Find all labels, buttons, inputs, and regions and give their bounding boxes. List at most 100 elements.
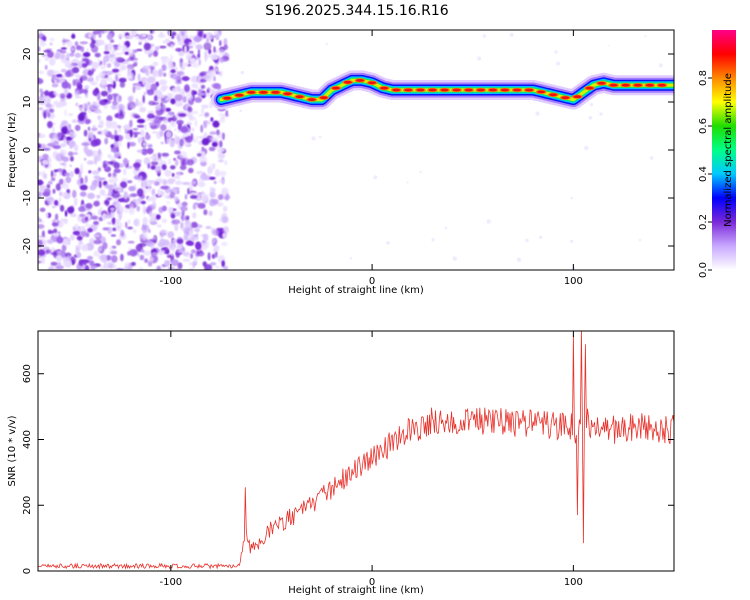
noise-blob — [107, 94, 113, 101]
noise-blob — [84, 118, 91, 125]
noise-blob — [42, 148, 51, 151]
noise-blob — [39, 207, 46, 212]
noise-blob — [174, 94, 183, 101]
noise-blob — [181, 73, 185, 77]
noise-blob — [128, 206, 135, 215]
noise-blob — [318, 135, 322, 139]
noise-blob — [38, 260, 42, 264]
noise-blob — [128, 48, 134, 57]
noise-blob — [71, 259, 75, 266]
noise-blob — [199, 78, 207, 83]
noise-blob — [93, 221, 99, 225]
noise-blob — [74, 52, 82, 58]
noise-blob — [113, 223, 120, 228]
noise-blob — [431, 238, 435, 242]
noise-blob — [167, 231, 175, 239]
noise-blob — [42, 153, 49, 159]
noise-blob — [218, 217, 223, 222]
noise-blob — [209, 191, 216, 199]
noise-blob — [158, 250, 163, 256]
noise-blob — [101, 30, 105, 35]
noise-blob — [161, 99, 168, 104]
noise-blob — [196, 153, 202, 157]
noise-blob — [218, 57, 225, 63]
noise-blob — [84, 216, 89, 222]
noise-blob — [142, 65, 149, 74]
noise-blob — [87, 126, 91, 131]
noise-blob — [201, 146, 204, 150]
noise-blob — [118, 198, 125, 203]
noise-blob — [92, 264, 98, 270]
noise-blob — [188, 41, 197, 46]
noise-blob — [178, 113, 187, 117]
noise-blob — [452, 256, 457, 261]
noise-blob — [181, 182, 191, 185]
noise-blob — [222, 132, 225, 141]
noise-blob — [220, 266, 224, 270]
noise-blob — [43, 111, 47, 119]
noise-blob — [174, 223, 179, 232]
noise-blob — [118, 77, 127, 83]
noise-blob — [200, 234, 206, 237]
noise-blob — [195, 44, 203, 50]
noise-blob — [127, 180, 133, 184]
ridge-peak-core — [549, 93, 558, 97]
noise-blob — [108, 155, 117, 160]
noise-blob — [70, 47, 75, 52]
noise-blob — [55, 255, 63, 262]
noise-blob — [218, 48, 226, 57]
noise-blob — [149, 217, 158, 225]
ridge-peak-core — [283, 92, 292, 96]
noise-blob — [75, 74, 81, 78]
noise-blob — [128, 104, 135, 110]
noise-blob — [81, 63, 88, 68]
noise-blob — [570, 196, 573, 200]
noise-blob — [98, 209, 101, 216]
spectrogram-xlabel: Height of straight line (km) — [288, 285, 424, 296]
noise-blob — [325, 42, 328, 46]
snr-series-line — [38, 331, 674, 570]
noise-blob — [180, 31, 185, 36]
noise-blob — [99, 66, 107, 70]
noise-blob — [100, 78, 107, 86]
noise-blob — [60, 47, 67, 50]
noise-blob — [101, 70, 108, 74]
noise-blob — [516, 257, 522, 262]
noise-blob — [158, 68, 163, 77]
noise-blob — [189, 116, 197, 121]
noise-blob — [132, 198, 137, 203]
noise-blob — [48, 57, 56, 66]
noise-blob — [124, 51, 130, 55]
noise-blob — [218, 170, 227, 177]
noise-blob — [165, 249, 170, 255]
noise-blob — [204, 56, 207, 62]
noise-blob — [130, 113, 134, 120]
noise-blob — [140, 129, 145, 136]
noise-blob — [137, 73, 141, 82]
noise-blob — [160, 124, 167, 131]
noise-blob — [56, 250, 62, 257]
noise-blob — [42, 220, 45, 224]
noise-blob — [154, 46, 160, 51]
noise-blob — [201, 71, 208, 74]
noise-blob — [93, 200, 100, 207]
colorbar-ticks: 0.0 0.2 0.4 0.6 0.8 — [698, 70, 712, 278]
noise-blob — [42, 191, 50, 197]
ridge-peak-core — [380, 86, 389, 90]
noise-blob — [142, 187, 147, 196]
noise-blob — [171, 31, 177, 36]
noise-blob — [174, 128, 177, 132]
noise-blob — [53, 199, 59, 206]
noise-blob — [42, 96, 50, 100]
noise-blob — [80, 46, 85, 53]
noise-blob — [89, 42, 95, 48]
noise-blob — [72, 152, 79, 155]
ridge-peak-core — [573, 95, 582, 99]
noise-blob — [92, 108, 101, 113]
noise-blob — [212, 238, 215, 246]
noise-blob — [223, 194, 231, 200]
noise-blob — [188, 230, 193, 238]
noise-blob — [85, 203, 93, 209]
